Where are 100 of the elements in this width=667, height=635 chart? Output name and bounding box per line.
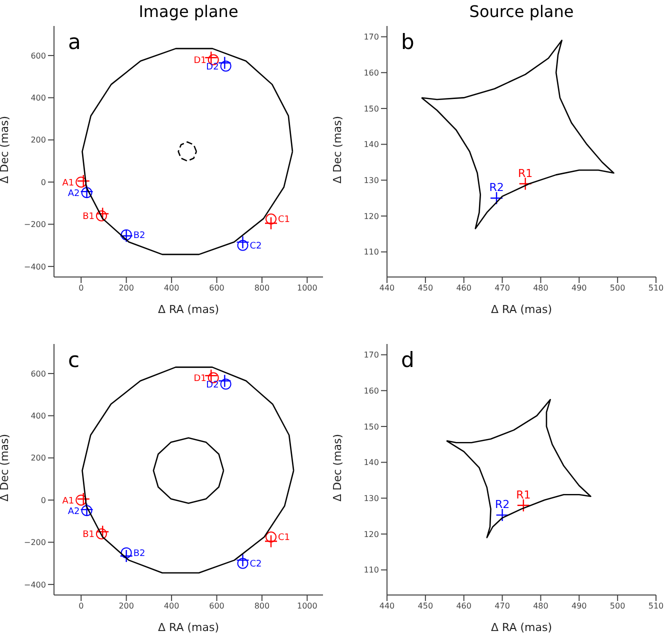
y-tick-label: 160 [364, 386, 379, 396]
annotation: D2 [206, 380, 219, 390]
y-axis-title: Δ Dec (mas) [330, 434, 344, 502]
x-tick-label: 400 [164, 602, 180, 611]
y-tick-label: 110 [364, 248, 379, 257]
annotation: B1 [82, 530, 94, 540]
x-tick-label: 470 [494, 284, 510, 293]
x-tick-label: 510 [648, 284, 664, 293]
annotation: a [68, 30, 81, 54]
y-tick-label: 150 [364, 422, 379, 432]
point [80, 184, 94, 198]
y-tick-label: 140 [364, 140, 379, 150]
annotation: B2 [133, 549, 146, 560]
point [237, 558, 248, 569]
y-tick-label: 120 [364, 530, 379, 539]
point [236, 236, 250, 249]
x-axis-title: Δ RA (mas) [158, 621, 220, 634]
point [96, 207, 110, 220]
annotation: A1 [62, 178, 74, 188]
y-tick-label: 150 [364, 104, 379, 114]
y-tick-label: −200 [24, 538, 46, 548]
point [76, 174, 90, 188]
x-tick-label: 600 [209, 284, 224, 293]
annotation: C2 [250, 560, 262, 570]
x-axis-title: Δ RA (mas) [490, 621, 552, 634]
y-tick-label: 140 [364, 458, 379, 468]
annotation: A2 [68, 506, 80, 517]
point [266, 213, 277, 224]
y-tick-label: 110 [364, 566, 379, 575]
x-tick-label: 450 [418, 602, 434, 611]
point [266, 531, 277, 542]
y-tick-label: 120 [364, 212, 379, 221]
annotation: R1 [516, 488, 531, 502]
x-axis-title: Δ RA (mas) [158, 303, 220, 316]
y-tick-label: 170 [364, 32, 379, 42]
annotation: R2 [489, 181, 504, 194]
annotation: d [401, 348, 414, 372]
point [264, 216, 278, 230]
x-tick-label: 490 [572, 602, 587, 611]
y-tick-label: −400 [24, 580, 46, 590]
point [96, 210, 107, 222]
x-tick-label: 440 [379, 602, 395, 611]
y-tick-label: 130 [364, 176, 379, 186]
y-tick-label: 130 [364, 494, 379, 504]
annotation: R1 [518, 166, 533, 180]
y-tick-label: 0 [40, 496, 46, 505]
x-tick-label: 1000 [296, 284, 318, 293]
annotation: B2 [133, 231, 146, 242]
point [236, 554, 250, 567]
x-tick-label: 440 [379, 284, 395, 293]
point [76, 176, 87, 188]
x-axis-title: Δ RA (mas) [490, 303, 552, 316]
point [264, 534, 278, 548]
annotation: C1 [278, 215, 290, 226]
point [80, 502, 94, 516]
point [76, 494, 87, 506]
y-axis-title: Δ Dec (mas) [0, 116, 11, 184]
x-tick-label: 600 [209, 602, 224, 611]
point [218, 56, 232, 70]
x-tick-label: 450 [418, 284, 434, 293]
annotation: C1 [278, 533, 290, 544]
point [237, 240, 248, 251]
annotation: D1 [194, 56, 206, 66]
point [76, 492, 90, 506]
point [220, 378, 232, 390]
y-axis-title: Δ Dec (mas) [330, 116, 344, 184]
point [218, 374, 232, 388]
y-tick-label: 600 [30, 369, 46, 378]
annotation: A2 [68, 188, 80, 199]
annotation: B1 [82, 212, 94, 222]
y-tick-label: 600 [30, 51, 46, 60]
x-tick-label: 400 [164, 284, 180, 293]
annotation: D1 [194, 374, 206, 384]
point [81, 505, 92, 516]
x-tick-label: 0 [78, 284, 84, 293]
x-tick-label: 470 [494, 602, 510, 611]
x-tick-label: 490 [572, 284, 587, 293]
point [120, 547, 132, 558]
point [220, 60, 232, 72]
x-tick-label: 480 [533, 284, 548, 293]
annotation: D2 [206, 62, 219, 72]
x-tick-label: 800 [254, 602, 270, 611]
x-tick-label: 480 [533, 602, 548, 611]
point [96, 528, 107, 540]
y-tick-label: 400 [30, 94, 46, 103]
x-tick-label: 0 [78, 602, 84, 611]
annotation: C2 [250, 242, 262, 252]
chart-title: Image plane [138, 2, 240, 21]
point [120, 549, 133, 563]
x-tick-label: 460 [456, 284, 472, 293]
y-tick-label: 400 [30, 412, 46, 421]
x-tick-label: 500 [610, 602, 626, 611]
x-tick-label: 510 [648, 602, 664, 611]
point [81, 187, 92, 198]
annotation: c [68, 348, 80, 372]
y-tick-label: 0 [40, 178, 46, 187]
y-tick-label: 160 [364, 68, 379, 78]
y-axis-title: Δ Dec (mas) [0, 434, 11, 502]
point [96, 525, 110, 538]
x-tick-label: 1000 [296, 602, 318, 611]
